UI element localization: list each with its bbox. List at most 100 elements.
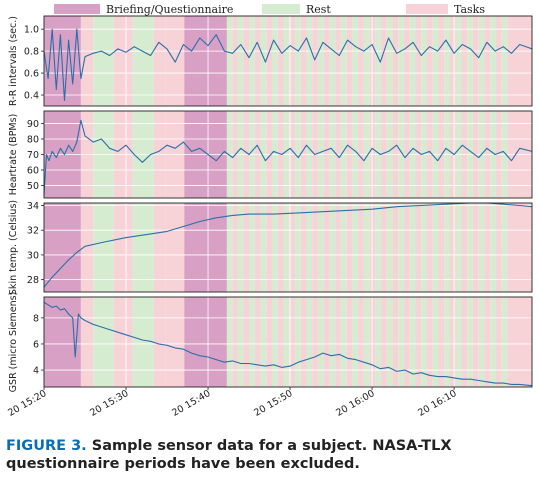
y-tick-label: 90 bbox=[27, 119, 39, 130]
caption-label: FIGURE 3. bbox=[6, 438, 87, 454]
period-band bbox=[490, 203, 496, 292]
period-band bbox=[404, 203, 410, 292]
period-band bbox=[238, 297, 244, 387]
period-band bbox=[456, 297, 462, 387]
period-band bbox=[93, 297, 114, 387]
period-band bbox=[433, 203, 439, 292]
period-band bbox=[227, 297, 233, 387]
period-band bbox=[502, 297, 508, 387]
y-axis-label: Heartrate (BPMs) bbox=[8, 114, 19, 196]
y-tick-label: 0.8 bbox=[24, 47, 39, 58]
period-band bbox=[479, 203, 485, 292]
y-axis-label: Skin temp. (Celsius) bbox=[8, 200, 19, 295]
period-band bbox=[165, 203, 184, 292]
period-band bbox=[233, 297, 238, 387]
period-band bbox=[233, 203, 238, 292]
y-tick-label: 1.0 bbox=[24, 25, 39, 36]
subplot-3: 28303234Skin temp. (Celsius) bbox=[8, 200, 532, 295]
period-band bbox=[341, 203, 347, 292]
period-band bbox=[272, 203, 278, 292]
subplot-1: 0.4 0.6 0.8 1.0 R-R intervals (sec.) bbox=[8, 16, 532, 106]
period-band bbox=[410, 203, 416, 292]
period-band bbox=[421, 203, 427, 292]
period-band bbox=[473, 297, 479, 387]
period-band bbox=[335, 203, 341, 292]
period-band bbox=[461, 297, 467, 387]
period-band bbox=[329, 297, 335, 387]
period-band bbox=[444, 297, 450, 387]
period-band bbox=[243, 297, 249, 387]
legend: Briefing/Questionnaire Rest Tasks bbox=[54, 3, 485, 16]
period-band bbox=[312, 203, 318, 292]
period-band bbox=[502, 203, 508, 292]
figure-caption: FIGURE 3. Sample sensor data for a subje… bbox=[6, 437, 534, 473]
period-band bbox=[370, 297, 376, 387]
period-band bbox=[133, 203, 154, 292]
period-band bbox=[507, 203, 532, 292]
legend-swatch-tasks bbox=[406, 4, 448, 14]
period-band bbox=[364, 203, 370, 292]
y-tick-label: 8 bbox=[33, 313, 39, 324]
legend-label-briefing: Briefing/Questionnaire bbox=[106, 3, 233, 16]
period-band bbox=[165, 297, 184, 387]
period-band bbox=[370, 203, 376, 292]
y-tick-label: 80 bbox=[27, 134, 39, 145]
period-band bbox=[261, 203, 267, 292]
period-band bbox=[347, 297, 353, 387]
period-band bbox=[324, 297, 330, 387]
period-band bbox=[484, 297, 490, 387]
period-band bbox=[507, 297, 532, 387]
period-band bbox=[306, 203, 312, 292]
period-band bbox=[283, 203, 289, 292]
period-band bbox=[479, 297, 485, 387]
period-band bbox=[352, 297, 358, 387]
period-band bbox=[398, 203, 404, 292]
period-band bbox=[387, 203, 393, 292]
period-band bbox=[496, 297, 502, 387]
period-band bbox=[249, 297, 255, 387]
period-band bbox=[375, 297, 381, 387]
period-band bbox=[318, 203, 324, 292]
x-axis-ticks: 20 15:20 20 15:30 20 15:40 20 15:50 20 16:00… bbox=[6, 387, 458, 419]
period-band bbox=[444, 203, 450, 292]
legend-swatch-briefing bbox=[54, 4, 100, 14]
period-band bbox=[278, 297, 284, 387]
period-band bbox=[249, 203, 255, 292]
period-band bbox=[295, 297, 301, 387]
period-band bbox=[312, 297, 318, 387]
period-band bbox=[93, 203, 114, 292]
period-band bbox=[439, 297, 445, 387]
period-band bbox=[375, 203, 381, 292]
period-band bbox=[133, 297, 154, 387]
period-band bbox=[301, 203, 307, 292]
y-tick-label: 32 bbox=[27, 226, 39, 237]
subplots: 0.40.60.81.0R-R intervals (sec.)50607080… bbox=[8, 16, 532, 392]
period-band bbox=[404, 297, 410, 387]
period-band bbox=[341, 297, 347, 387]
x-tick-label: 20 16:00 bbox=[334, 388, 376, 419]
period-band bbox=[266, 297, 272, 387]
period-band bbox=[295, 203, 301, 292]
period-band bbox=[301, 297, 307, 387]
period-band bbox=[278, 203, 284, 292]
subplot-4: 468GSR (micro Siemens) bbox=[8, 292, 532, 393]
period-band bbox=[433, 297, 439, 387]
period-band bbox=[306, 297, 312, 387]
period-band bbox=[358, 203, 364, 292]
x-tick-label: 20 15:30 bbox=[88, 388, 130, 419]
y-axis-label: GSR (micro Siemens) bbox=[8, 292, 19, 393]
y-tick-label: 0.6 bbox=[24, 69, 39, 80]
y-tick-label: 34 bbox=[27, 201, 39, 212]
x-tick-label: 20 15:40 bbox=[170, 388, 212, 419]
period-band bbox=[427, 297, 433, 387]
period-band bbox=[255, 203, 261, 292]
period-band bbox=[184, 297, 227, 387]
subplot-2: 5060708090Heartrate (BPMs) bbox=[8, 111, 532, 198]
y-tick-label: 30 bbox=[27, 250, 39, 261]
period-band bbox=[496, 203, 502, 292]
period-band bbox=[243, 203, 249, 292]
legend-label-tasks: Tasks bbox=[454, 3, 485, 16]
period-band bbox=[318, 297, 324, 387]
period-band bbox=[381, 297, 387, 387]
period-band bbox=[387, 297, 393, 387]
